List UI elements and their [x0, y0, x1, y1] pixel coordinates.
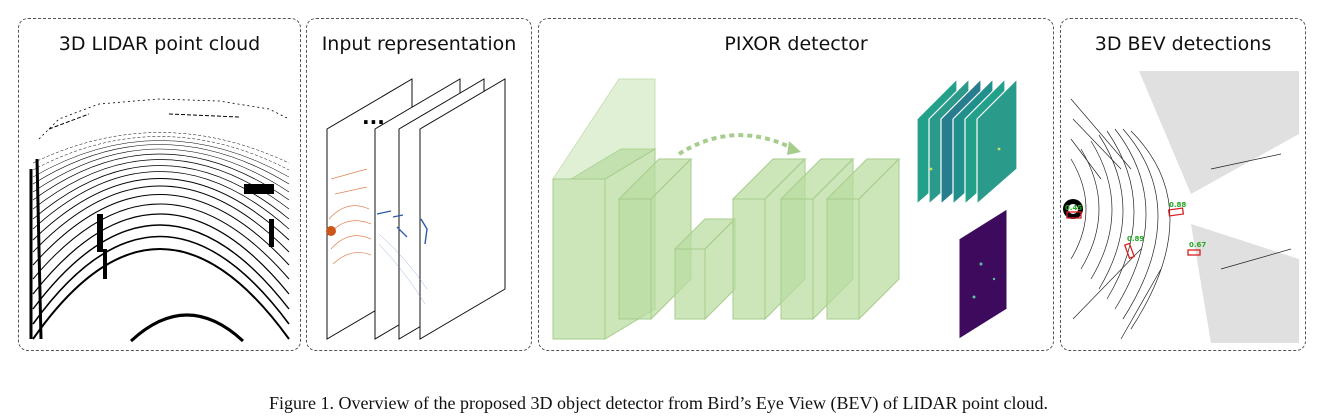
input-slice-4	[419, 78, 506, 340]
score-label-1: 0.45	[1065, 204, 1082, 212]
figure-caption: Figure 1. Overview of the proposed 3D ob…	[269, 393, 1048, 413]
score-label-3: 0.89	[1127, 235, 1144, 243]
regression-output-maps	[916, 77, 1018, 206]
bev-panel-title: 3D BEV detections	[1094, 33, 1272, 55]
bev-detections-panel: 3D BEV detections 0.45 0.88	[1060, 18, 1306, 351]
input-stack-diagram: ...	[326, 78, 506, 340]
lidar-point-cloud-image	[29, 98, 290, 349]
detection-box-2	[1167, 207, 1185, 217]
input-panel-title: Input representation	[321, 33, 517, 55]
lidar-panel-title: 3D LIDAR point cloud	[58, 33, 261, 55]
skip-arrow-head-icon	[787, 141, 801, 155]
input-ellipsis: ...	[362, 105, 385, 129]
pixor-network-diagram	[552, 77, 1018, 340]
detection-box-1	[1066, 211, 1082, 219]
input-representation-panel: Input representation ...	[306, 18, 532, 351]
pixor-detector-panel: PIXOR detector	[538, 18, 1054, 351]
conv-block-6	[825, 157, 901, 321]
conv-block-1	[552, 78, 657, 340]
conv-block-3	[673, 217, 737, 321]
detection-box-3	[1123, 242, 1136, 260]
skip-connection-arrow	[677, 133, 795, 156]
bev-detection-image: 0.45 0.88 0.89 0.67	[1063, 71, 1299, 343]
pixor-panel-title: PIXOR detector	[724, 33, 868, 55]
lidar-panel: 3D LIDAR point cloud	[18, 18, 301, 351]
score-label-4: 0.67	[1189, 241, 1206, 249]
score-label-2: 0.88	[1169, 201, 1186, 209]
detection-box-4	[1187, 249, 1201, 256]
classification-output-map	[958, 208, 1008, 340]
